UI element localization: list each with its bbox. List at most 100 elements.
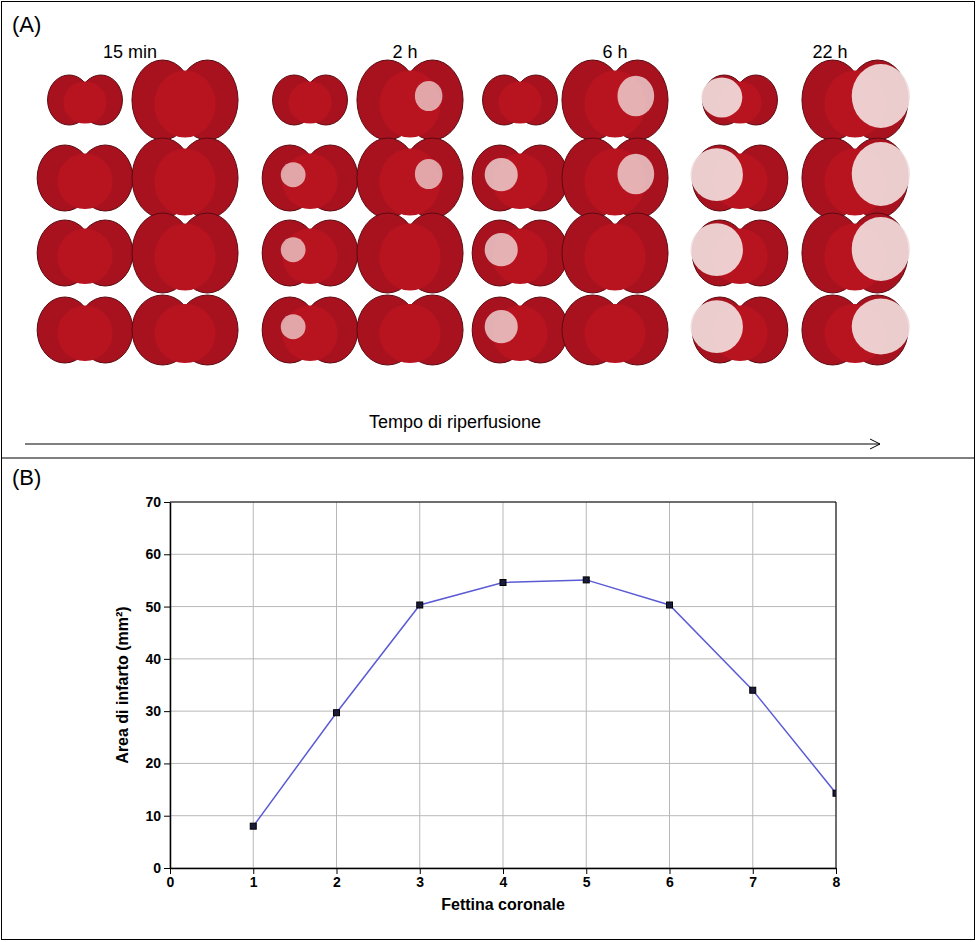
data-point [833,790,836,796]
figure: (A)15 min2 h6 h22 hTempo di riperfusione… [0,0,977,942]
x-tick: 5 [583,868,591,890]
infarct-area [415,159,443,189]
arrow-head [870,439,880,449]
brain-slice [132,138,238,218]
slice-core [154,70,215,137]
x-tick: 4 [500,868,508,890]
grid-line-x [752,502,753,868]
brain-slice [37,297,133,363]
time-label: 22 h [812,42,847,62]
y-tick-label: 60 [145,546,161,562]
y-tick: 70 [145,494,170,510]
y-tick-mark [164,607,170,608]
infarct-area [617,154,654,194]
y-tick-label: 20 [145,755,161,771]
y-axis-title: Area di infarto (mm²) [114,606,131,763]
infarct-area [485,310,518,343]
x-axis: 012345678 [167,868,841,890]
slice-core [584,223,645,290]
slice-core [154,223,215,290]
brain-slice [273,75,348,125]
slice-core [154,304,215,363]
x-tick: 2 [333,868,341,890]
infarct-area [281,162,306,187]
plot-area [250,577,836,829]
brain-slice [691,297,788,363]
brain-slice [802,60,910,140]
y-tick: 0 [153,860,170,876]
brain-slice [357,138,463,218]
slice-core [584,304,645,363]
x-tick: 8 [833,868,841,890]
brain-slice [483,75,558,125]
x-axis-title: Fettina coronale [441,896,565,913]
y-tick-mark [164,554,170,555]
y-tick-mark [164,763,170,764]
brain-slice [48,75,123,125]
infarct-area [691,223,743,276]
data-point [500,580,506,586]
data-point [250,823,256,829]
slice-core [57,229,112,284]
brain-slice [262,220,358,286]
panel-label: (A) [12,12,41,37]
x-tick-label: 4 [500,874,508,890]
x-tick-label: 8 [833,874,841,890]
brain-slice [802,213,910,293]
panel-b: (B)012345678010203040506070Fettina coron… [12,465,841,913]
slice-core [498,82,541,124]
infarct-area [691,300,743,353]
infarct-area [701,78,742,118]
y-tick-mark [164,659,170,660]
y-tick: 40 [145,651,170,667]
y-tick-mark [164,816,170,817]
grid-line-y [170,711,836,712]
brain-slice [701,75,777,125]
slice-core [154,148,215,215]
y-axis-line [170,503,172,869]
grid-line-x [170,502,171,868]
y-tick: 30 [145,703,170,719]
y-tick-mark [164,711,170,712]
x-tick-label: 7 [749,874,757,890]
infarct-area [281,237,306,262]
infarct-area [617,76,654,116]
x-tick-label: 6 [666,874,674,890]
brain-slice [472,297,568,363]
panel-a: (A)15 min2 h6 h22 hTempo di riperfusione [12,12,910,449]
brain-slice [562,60,668,140]
brain-slice [357,60,463,140]
y-tick-mark [164,868,170,869]
infarct-area [485,233,518,266]
grid-line-y [170,815,836,816]
grid-line-x [503,502,504,868]
time-label: 6 h [602,42,627,62]
slice-core [379,223,440,290]
y-tick-label: 50 [145,599,161,615]
time-arrow [25,444,880,445]
brain-slice [472,220,568,286]
infarct-area [852,299,910,355]
panel-divider [2,458,975,459]
brain-slice [691,145,788,211]
data-point [583,577,589,583]
grid-line-x [669,502,670,868]
y-tick: 60 [145,546,170,562]
infarct-area [852,142,910,206]
brain-slice [262,145,358,211]
grid-line-y [170,763,836,764]
brain-slice [357,213,463,293]
brain-slice [37,220,133,286]
grid-line-x [336,502,337,868]
brain-slice [802,295,910,365]
grid-line-x [586,502,587,868]
x-tick-label: 5 [583,874,591,890]
grid-line-y [170,554,836,555]
y-tick-label: 70 [145,494,161,510]
x-tick: 1 [250,868,258,890]
infarct-area [852,64,910,128]
y-tick-label: 10 [145,808,161,824]
brain-slice [802,138,910,218]
data-point [667,602,673,608]
brain-slice [562,138,668,218]
